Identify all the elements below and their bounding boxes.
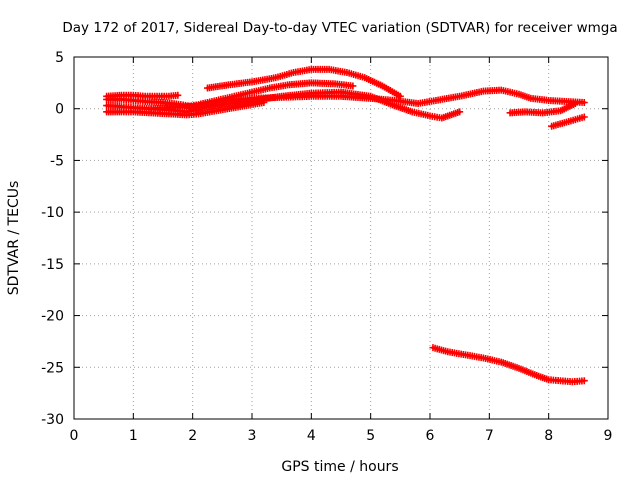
x-tick-label: 3 xyxy=(248,428,257,444)
data-point xyxy=(260,99,268,107)
axis-ticks: 0 1 2 3 4 5 6 7 8 9 5 0 -5 -10 -15 -20 -25 -30 xyxy=(41,50,612,444)
x-tick-label: 6 xyxy=(426,428,435,444)
plot-frame xyxy=(73,56,609,420)
y-tick-label: -15 xyxy=(41,257,64,273)
x-tick-label: 8 xyxy=(544,428,553,444)
y-tick-label: -5 xyxy=(50,153,64,169)
x-tick-label: 7 xyxy=(485,428,494,444)
x-tick-label: 5 xyxy=(366,428,375,444)
y-tick-label: -10 xyxy=(41,205,64,221)
data-point xyxy=(456,108,464,116)
x-tick-label: 0 xyxy=(70,428,79,444)
y-tick-label: -20 xyxy=(41,309,64,325)
series-arc-6 xyxy=(204,65,404,100)
data-point xyxy=(349,82,357,90)
y-tick-label: 5 xyxy=(55,50,64,66)
data-point xyxy=(396,92,404,100)
series-arc-9 xyxy=(429,344,588,386)
series-arc-8 xyxy=(548,113,588,130)
series-arc-5 xyxy=(147,79,357,113)
data-point xyxy=(571,100,579,108)
y-tick-label: -25 xyxy=(41,360,64,376)
data-series xyxy=(103,65,588,386)
data-point xyxy=(580,113,588,121)
x-tick-label: 4 xyxy=(307,428,316,444)
x-tick-label: 2 xyxy=(188,428,197,444)
series-arc-4 xyxy=(103,99,268,119)
data-point xyxy=(580,99,588,107)
x-axis-label: GPS time / hours xyxy=(281,459,398,475)
y-tick-label: 0 xyxy=(55,102,64,118)
x-tick-label: 1 xyxy=(129,428,138,444)
y-axis-label: SDTVAR / TECUs xyxy=(6,181,22,296)
chart-title: Day 172 of 2017, Sidereal Day-to-day VTE… xyxy=(62,20,617,36)
y-tick-label: -30 xyxy=(41,412,64,428)
x-tick-label: 9 xyxy=(604,428,613,444)
series-arc-7 xyxy=(506,100,579,117)
data-point xyxy=(580,377,588,385)
data-point xyxy=(174,91,182,99)
